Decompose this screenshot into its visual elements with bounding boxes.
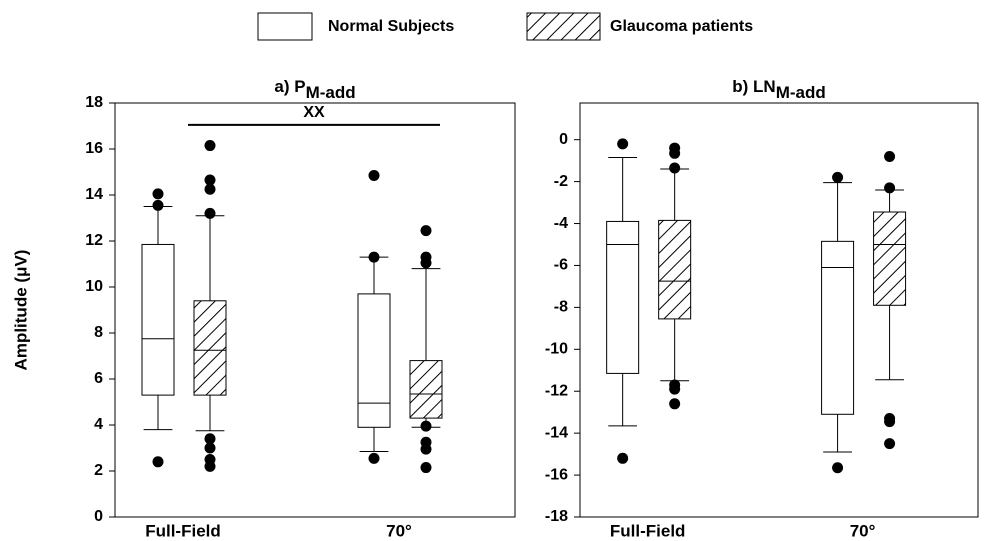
box (658, 219, 692, 320)
plot-frame (579, 102, 979, 518)
outlier (884, 412, 896, 424)
outlier (420, 420, 432, 432)
outlier (884, 438, 896, 450)
outlier (368, 169, 380, 181)
box (873, 211, 907, 306)
y-tick-label: -14 (545, 424, 568, 441)
y-tick-label: 16 (85, 140, 103, 157)
annotation: XX (303, 104, 325, 121)
y-tick-label: 14 (85, 186, 103, 203)
y-tick-label: 12 (85, 232, 103, 249)
outlier (669, 162, 681, 174)
outlier (204, 207, 216, 219)
y-tick-label: 4 (94, 416, 103, 433)
y-tick-label: -2 (554, 173, 568, 190)
outlier (204, 454, 216, 465)
y-tick-label: -12 (545, 382, 568, 399)
outlier (420, 436, 432, 448)
title-subscript: M-add (776, 83, 826, 102)
outlier (204, 140, 216, 152)
outlier (152, 188, 164, 200)
outlier (617, 138, 629, 150)
outlier (152, 199, 164, 211)
outlier (420, 462, 432, 474)
chart-title: a) PM-add (274, 77, 355, 102)
outlier (152, 456, 164, 468)
legend-label: Glaucoma patients (610, 18, 753, 35)
y-tick-label: -6 (554, 257, 568, 274)
legend-swatch (526, 12, 601, 41)
x-tick-label: 70° (850, 521, 876, 540)
outlier (669, 398, 681, 410)
box (821, 240, 855, 415)
y-tick-label: -16 (545, 466, 568, 483)
y-tick-label: 2 (94, 462, 103, 479)
outlier (204, 174, 216, 186)
y-tick-label: 6 (94, 370, 103, 387)
box (193, 300, 227, 396)
outlier (420, 225, 432, 237)
y-tick-label: 8 (94, 324, 103, 341)
x-tick-label: 70° (386, 521, 412, 540)
outlier (884, 150, 896, 162)
outlier (420, 251, 432, 263)
outlier (368, 251, 380, 263)
outlier (832, 171, 844, 183)
plot-frame (114, 102, 516, 518)
outlier (204, 183, 216, 195)
outlier (669, 142, 681, 154)
outlier (204, 442, 216, 454)
y-tick-label: -4 (554, 215, 568, 232)
title-main: b) LN (732, 77, 775, 96)
outlier (884, 182, 896, 194)
y-tick-label: 10 (85, 278, 103, 295)
box (409, 360, 443, 419)
y-tick-label: 0 (94, 508, 103, 525)
y-tick-label: -10 (545, 341, 568, 358)
outlier (832, 462, 844, 474)
title-subscript: M-add (306, 83, 356, 102)
box (141, 243, 175, 396)
y-axis-label: Amplitude (μV) (11, 250, 30, 371)
chart-title: b) LNM-add (732, 77, 825, 102)
box (606, 220, 640, 374)
box (357, 293, 391, 428)
legend-swatch (257, 12, 313, 41)
y-tick-label: 0 (559, 131, 568, 148)
outlier (617, 452, 629, 464)
x-tick-label: Full-Field (145, 521, 221, 540)
x-tick-label: Full-Field (610, 521, 686, 540)
y-tick-label: -8 (554, 299, 568, 316)
outlier (669, 379, 681, 391)
y-tick-label: -18 (545, 508, 568, 525)
y-tick-label: 18 (85, 94, 103, 111)
title-main: a) P (274, 77, 305, 96)
legend-label: Normal Subjects (328, 18, 454, 35)
outlier (204, 433, 216, 445)
outlier (368, 452, 380, 464)
